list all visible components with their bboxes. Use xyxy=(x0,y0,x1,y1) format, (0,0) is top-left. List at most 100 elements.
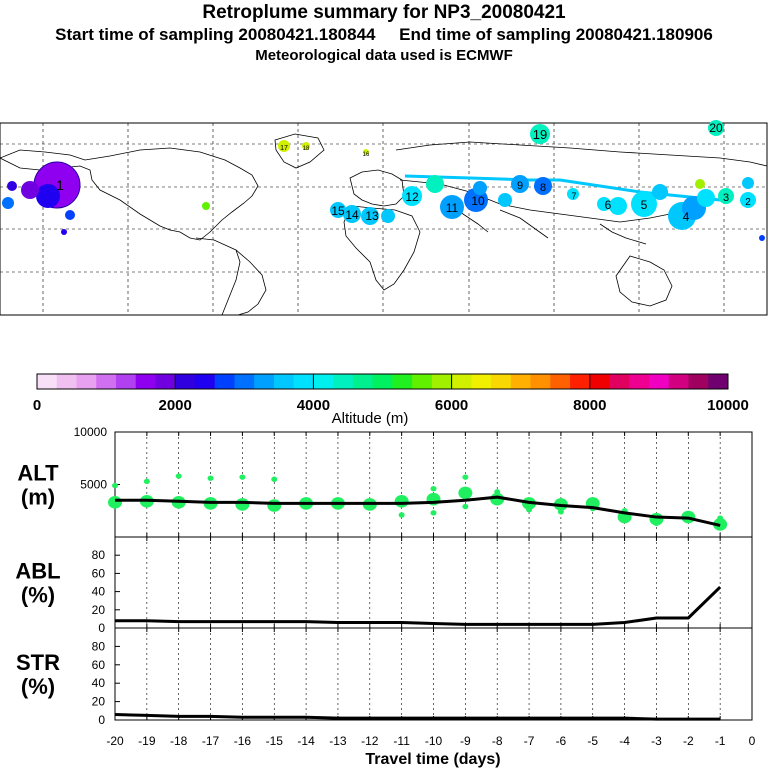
colorbar-cell xyxy=(234,374,255,389)
map-day-label: 18 xyxy=(303,146,310,152)
altitude-point xyxy=(430,486,437,492)
map-day-label: 7 xyxy=(571,191,576,201)
plume-cluster-marker xyxy=(530,124,550,144)
colorbar-cell xyxy=(76,374,97,389)
altitude-point xyxy=(175,473,182,479)
plume-cluster-marker xyxy=(36,184,60,208)
altitude-colorbar: 0 2000 4000 6000 8000 10000 Altitude (m) xyxy=(33,373,749,427)
map-day-label: 17 xyxy=(280,145,288,152)
colorbar-cell xyxy=(570,374,591,389)
colorbar-cell xyxy=(96,374,117,389)
y-tick-label: 80 xyxy=(92,639,106,653)
australia-outline xyxy=(615,255,673,307)
series-line-abl xyxy=(115,585,722,626)
colorbar-tick-label: 6000 xyxy=(435,397,468,414)
plume-cluster-marker xyxy=(426,175,444,193)
plume-cluster-marker xyxy=(742,177,754,189)
altitude-point xyxy=(267,499,282,512)
plume-cluster-marker xyxy=(567,188,579,200)
sampling-time-info: Start time of sampling 20080421.180844 E… xyxy=(55,25,713,44)
colorbar-cell xyxy=(37,374,58,389)
x-tick-label: -18 xyxy=(170,734,188,748)
plume-clusters xyxy=(2,120,765,241)
plume-cluster-marker xyxy=(363,149,369,155)
altitude-point xyxy=(653,520,660,527)
plume-cluster-marker xyxy=(597,197,611,211)
colorbar-tick-label: 10000 xyxy=(707,397,749,414)
plume-cluster-marker xyxy=(740,192,756,208)
plume-track xyxy=(404,174,721,202)
plume-cluster-marker xyxy=(498,193,512,207)
colorbar-ticks: 0 2000 4000 6000 8000 10000 xyxy=(33,374,749,414)
colorbar-cell xyxy=(254,374,275,389)
colorbar-cell xyxy=(392,374,413,389)
colorbar-cell xyxy=(214,374,235,389)
y-axis-title: ALT xyxy=(17,461,59,486)
y-tick-label: 10000 xyxy=(74,425,108,439)
colorbar-cell xyxy=(56,374,77,389)
retroplume-map: 19 20 17 18 16 15 14 13 12 11 10 9 8 7 6 5 4 3 2 1 xyxy=(0,120,768,316)
colorbar-cell xyxy=(135,374,156,389)
plume-cluster-marker xyxy=(381,209,395,223)
plume-cluster-marker xyxy=(697,189,715,207)
plume-cluster-marker xyxy=(440,195,464,219)
colorbar-cell xyxy=(431,374,452,389)
y-tick-label: 0 xyxy=(98,621,105,635)
colorbar-tick-label: 4000 xyxy=(297,397,330,414)
greenland-outline xyxy=(274,133,325,169)
altitude-point xyxy=(717,515,724,521)
map-day-label: 13 xyxy=(365,209,379,223)
plume-cluster-marker xyxy=(511,175,529,193)
colorbar-cell xyxy=(155,374,176,389)
plume-cluster-marker xyxy=(759,235,765,241)
x-tick-label: -16 xyxy=(234,734,252,748)
map-day-label: 8 xyxy=(540,182,546,194)
colorbar-cell xyxy=(589,374,610,389)
colorbar-cell xyxy=(313,374,334,389)
north-america-outline xyxy=(0,147,259,241)
y-tick-label: 60 xyxy=(92,658,106,672)
x-tick-label: -4 xyxy=(619,734,630,748)
page-title: Retroplume summary for NP3_20080421 xyxy=(202,2,566,23)
y-axis-title: ABL xyxy=(15,559,60,584)
y-tick-label: 20 xyxy=(92,695,106,709)
colorbar-cell xyxy=(668,374,689,389)
map-day-label: 2 xyxy=(745,197,751,208)
plume-cluster-marker xyxy=(61,229,67,235)
colorbar-tick-label: 2000 xyxy=(159,397,192,414)
altitude-point xyxy=(494,489,501,495)
plume-cluster-marker xyxy=(708,120,724,136)
map-day-labels: 19 20 17 18 16 15 14 13 12 11 10 9 8 7 6 5 4 3 2 1 xyxy=(56,121,751,224)
map-day-label: 11 xyxy=(446,201,459,215)
time-series-panels: 500010000ALT(m)020406080ABL(%)020406080S… xyxy=(15,425,755,768)
colorbar-cell xyxy=(352,374,374,389)
series-line-alt xyxy=(115,495,721,527)
plume-cluster-marker xyxy=(2,197,14,209)
plume-cluster-marker xyxy=(473,181,487,195)
altitude-point xyxy=(271,476,278,482)
x-tick-label: -5 xyxy=(587,734,598,748)
x-tick-label: -12 xyxy=(361,734,379,748)
map-day-label: 12 xyxy=(405,190,419,204)
colorbar-cell xyxy=(175,374,196,389)
map-day-label: 15 xyxy=(331,204,345,218)
map-day-label: 14 xyxy=(345,208,359,222)
altitude-point xyxy=(239,474,246,480)
colorbar-cell xyxy=(550,374,571,389)
x-tick-label: -2 xyxy=(683,734,694,748)
colorbar-label: Altitude (m) xyxy=(332,410,409,427)
colorbar-cell xyxy=(293,374,314,389)
plume-cluster-marker xyxy=(631,191,657,217)
colorbar-cell xyxy=(372,374,393,389)
colorbar-tick-label: 8000 xyxy=(573,397,606,414)
x-tick-label: -19 xyxy=(138,734,156,748)
y-axis-title: (%) xyxy=(21,583,55,608)
colorbar-cell xyxy=(510,374,531,389)
plume-cluster-marker xyxy=(361,207,379,225)
colorbar-cell xyxy=(273,374,295,389)
x-tick-label: -14 xyxy=(297,734,315,748)
x-tick-label: -7 xyxy=(524,734,535,748)
colorbar-cell xyxy=(451,374,472,389)
map-day-label: 19 xyxy=(533,127,547,142)
